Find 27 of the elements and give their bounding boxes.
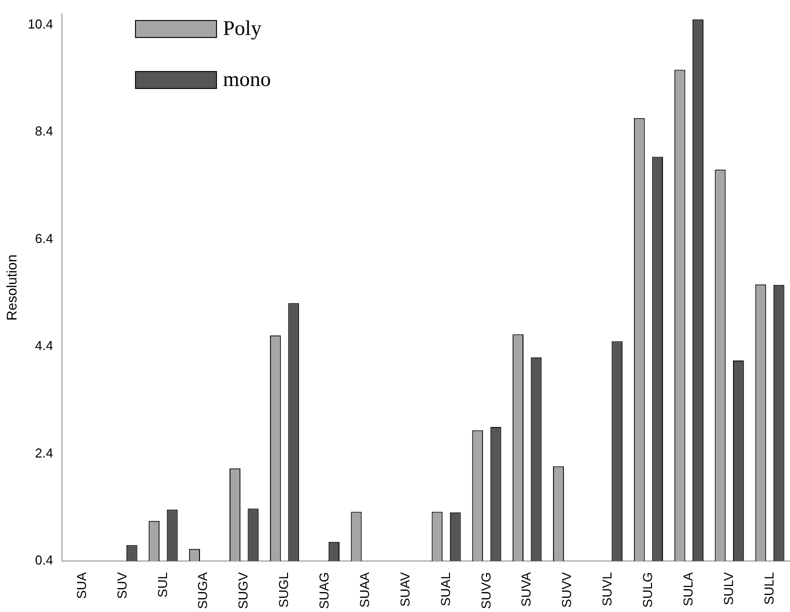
x-tick-label: SUVL bbox=[600, 572, 615, 606]
legend-label: Poly bbox=[223, 16, 262, 41]
x-tick-label: SUAA bbox=[356, 572, 372, 608]
x-tick-label: SUGL bbox=[276, 572, 292, 608]
y-tick-label: 2.4 bbox=[35, 445, 54, 460]
y-axis-title: Resolution bbox=[3, 254, 20, 321]
x-tick-label: SUVG bbox=[478, 572, 494, 609]
x-tick-label: SUGA bbox=[195, 572, 210, 609]
y-tick-label: 0.4 bbox=[35, 552, 54, 568]
x-tick-label: SULA bbox=[680, 572, 696, 606]
x-tick-label: SULL bbox=[761, 572, 776, 605]
x-tick-label: SUVV bbox=[559, 572, 574, 608]
x-tick-label: SUL bbox=[154, 572, 170, 598]
x-tick-label: SULV bbox=[720, 572, 736, 606]
x-tick-label: SUGV bbox=[236, 572, 251, 609]
x-tick-label: SUAL bbox=[438, 572, 453, 606]
y-tick-label: 4.4 bbox=[35, 338, 54, 354]
y-tick-label: 10.4 bbox=[28, 16, 54, 32]
y-tick-label: 8.4 bbox=[35, 124, 54, 139]
x-tick-label: SUAV bbox=[397, 572, 412, 607]
legend-label: mono bbox=[223, 67, 271, 92]
x-tick-label: SUAG bbox=[316, 572, 332, 609]
x-tick-label: SUA bbox=[74, 572, 89, 599]
x-tick-label: SUVA bbox=[518, 572, 534, 607]
y-tick-label: 6.4 bbox=[35, 230, 54, 246]
x-tick-label: SULG bbox=[640, 572, 656, 608]
x-tick-label: SUV bbox=[114, 572, 130, 599]
